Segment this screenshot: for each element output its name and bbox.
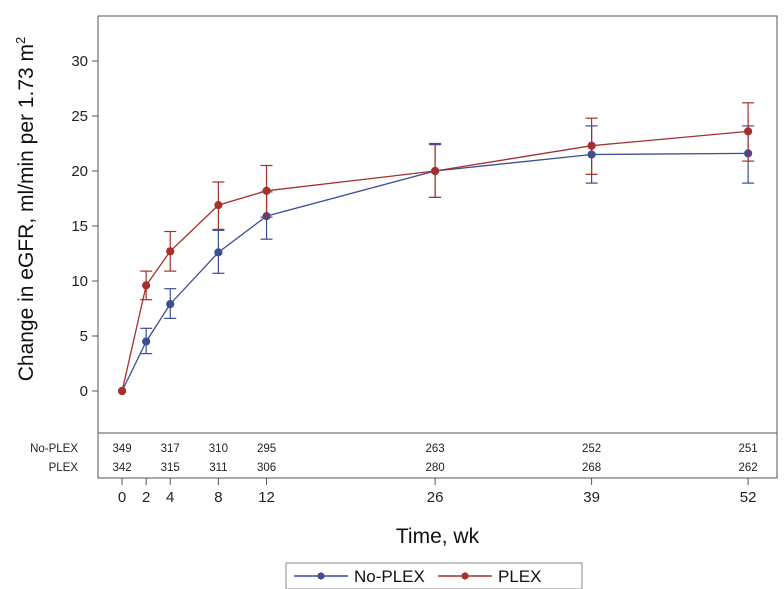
legend-marker-plex: [461, 572, 469, 580]
point-plex-12: [262, 186, 271, 195]
at-risk-no-plex-12: 295: [257, 443, 276, 455]
y-tick-label-0: 0: [80, 383, 88, 400]
y-tick-label-20: 20: [71, 163, 88, 180]
point-no-plex-8: [214, 248, 223, 257]
x-tick-label-52: 52: [740, 489, 757, 506]
series-plex: [117, 102, 755, 396]
at-risk-no-plex-39: 252: [582, 443, 601, 455]
legend-item-no-plex: No-PLEX: [294, 567, 425, 586]
at-risk-plex-0: 342: [112, 462, 131, 474]
point-no-plex-2: [142, 337, 151, 346]
x-tick-label-2: 2: [142, 489, 150, 506]
y-tick-label-25: 25: [71, 108, 88, 125]
x-axis-ticks: 0 2 4 8 12 26 39 52: [118, 478, 757, 506]
at-risk-plex-8: 311: [209, 462, 227, 474]
point-plex-52: [744, 127, 753, 136]
plot-frame: [97, 15, 778, 479]
x-tick-label-39: 39: [583, 489, 600, 506]
x-tick-label-0: 0: [118, 489, 126, 506]
legend-marker-no-plex: [317, 572, 325, 580]
at-risk-no-plex-8: 310: [209, 443, 228, 455]
point-plex-4: [166, 247, 175, 256]
x-tick-label-4: 4: [166, 489, 174, 506]
at-risk-no-plex-26: 263: [425, 443, 444, 455]
x-tick-label-12: 12: [258, 489, 275, 506]
point-plex-39: [587, 141, 596, 150]
at-risk-no-plex-0: 349: [112, 443, 131, 455]
series-no-plex: [117, 125, 755, 396]
at-risk-plex-26: 280: [425, 462, 444, 474]
legend-label-plex: PLEX: [498, 567, 541, 586]
y-tick-label-30: 30: [71, 53, 88, 70]
at-risk-plex-4: 315: [161, 462, 180, 474]
point-plex-8: [214, 201, 223, 210]
point-plex-2: [142, 281, 151, 290]
at-risk-table: No-PLEX 349 317 310 295 263 252 251 PLEX 342 315 31…: [30, 443, 758, 474]
point-plex-26: [430, 166, 440, 176]
at-risk-label-plex: PLEX: [49, 462, 79, 474]
series-layer: [117, 102, 755, 396]
legend: No-PLEX PLEX: [285, 562, 583, 589]
y-axis-title-main: Change in eGFR, ml/min per 1.73 m: [15, 44, 38, 381]
legend-label-no-plex: No-PLEX: [354, 567, 425, 586]
x-tick-label-26: 26: [427, 489, 444, 506]
x-tick-label-8: 8: [214, 489, 222, 506]
at-risk-plex-39: 268: [582, 462, 601, 474]
y-tick-label-5: 5: [80, 328, 88, 345]
at-risk-plex-12: 306: [257, 462, 276, 474]
point-no-plex-4: [166, 300, 175, 309]
at-risk-label-no-plex: No-PLEX: [30, 443, 78, 455]
x-axis-title: Time, wk: [396, 525, 480, 548]
at-risk-no-plex-52: 251: [739, 443, 758, 455]
y-axis-ticks: 0 5 10 15 20 25 30: [71, 53, 98, 400]
series-line-plex: [121, 130, 749, 392]
y-tick-label-15: 15: [71, 218, 88, 235]
at-risk-no-plex-4: 317: [161, 443, 180, 455]
at-risk-plex-52: 262: [739, 462, 758, 474]
series-line-no-plex: [121, 152, 749, 392]
y-tick-label-10: 10: [71, 273, 88, 290]
y-axis-title: Change in eGFR, ml/min per 1.73 m2: [13, 37, 38, 382]
legend-item-plex: PLEX: [438, 567, 541, 586]
y-axis-title-superscript: 2: [13, 37, 28, 44]
point-plex-0: [117, 386, 127, 396]
plot-border: [97, 15, 778, 479]
